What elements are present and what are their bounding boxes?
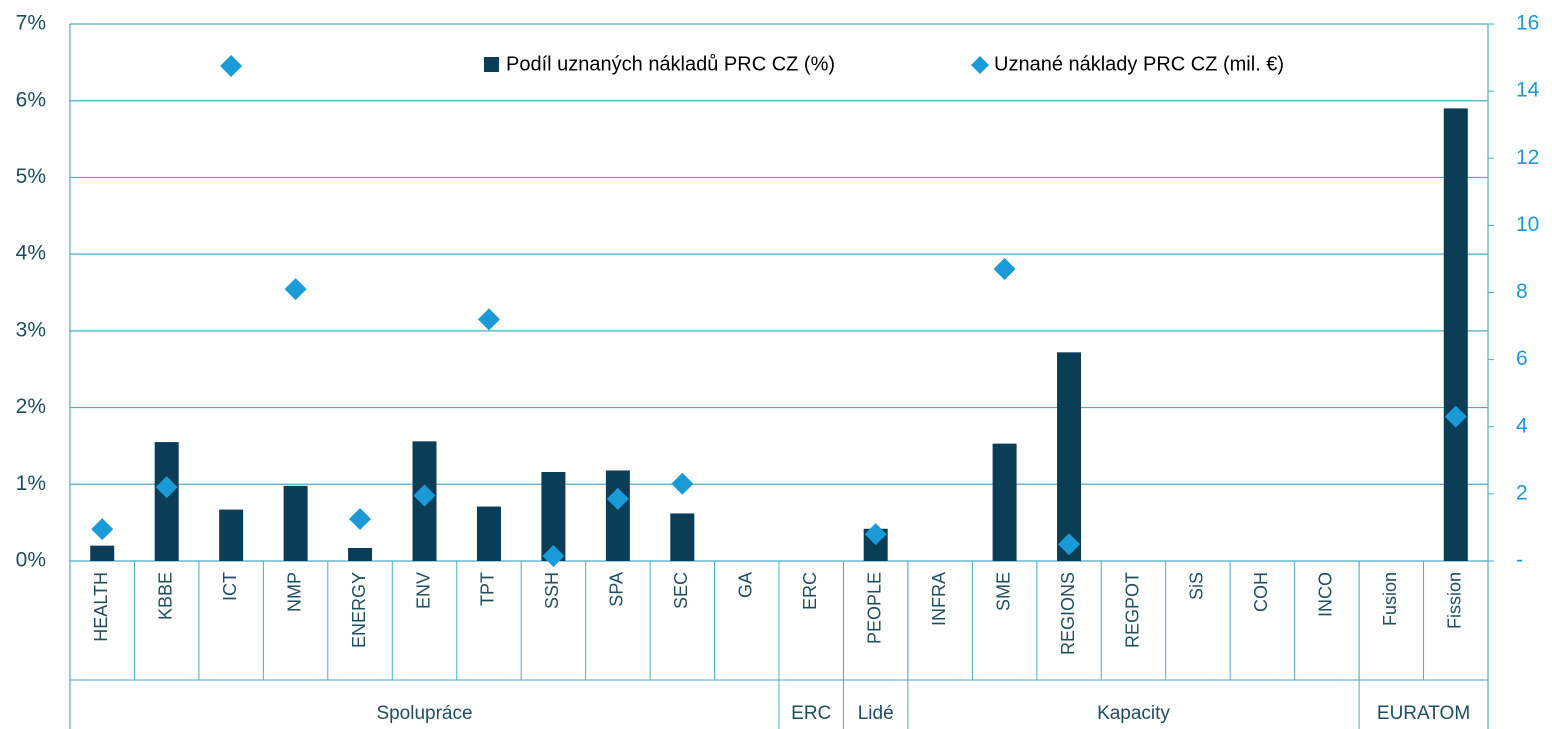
y2-tick-label: - bbox=[1516, 549, 1523, 572]
y-tick-label: 2% bbox=[16, 395, 46, 418]
x-tick-label: PEOPLE bbox=[864, 572, 884, 644]
y-tick-label: 0% bbox=[16, 549, 46, 572]
bar bbox=[605, 470, 630, 561]
y2-tick-label: 16 bbox=[1516, 12, 1539, 35]
y2-tick-label: 12 bbox=[1516, 146, 1539, 169]
legend-label: Uznané náklady PRC CZ (mil. €) bbox=[994, 53, 1284, 75]
y2-tick-label: 10 bbox=[1516, 213, 1539, 236]
y-tick-label: 1% bbox=[16, 472, 46, 495]
x-tick-label: SEC bbox=[671, 572, 691, 609]
bar bbox=[283, 485, 308, 561]
x-tick-label: SiS bbox=[1187, 572, 1207, 600]
x-tick-label: INCO bbox=[1316, 572, 1336, 617]
x-tick-label: Fusion bbox=[1380, 572, 1400, 626]
x-tick-label: COH bbox=[1251, 572, 1271, 612]
diamond-marker bbox=[91, 518, 114, 541]
x-tick-label: SME bbox=[993, 572, 1013, 611]
bar bbox=[1057, 352, 1082, 561]
x-tick-label: HEALTH bbox=[91, 572, 111, 642]
diamond-marker bbox=[413, 484, 436, 507]
y-tick-label: 5% bbox=[16, 165, 46, 188]
diamond-marker bbox=[1058, 533, 1081, 556]
bar bbox=[219, 509, 244, 561]
diamond-marker bbox=[606, 487, 629, 510]
y2-tick-label: 6 bbox=[1516, 347, 1528, 370]
x-tick-label: GA bbox=[736, 572, 756, 598]
x-tick-label: INFRA bbox=[929, 572, 949, 626]
x-tick-label: ERC bbox=[800, 572, 820, 610]
x-tick-label: REGIONS bbox=[1058, 572, 1078, 655]
diamond-marker bbox=[993, 258, 1016, 281]
legend-swatch bbox=[484, 57, 499, 72]
x-tick-label: ICT bbox=[220, 572, 240, 601]
x-tick-label: ENERGY bbox=[349, 572, 369, 648]
bar bbox=[670, 513, 695, 561]
y-tick-label: 6% bbox=[16, 88, 46, 111]
y2-tick-label: 8 bbox=[1516, 280, 1528, 303]
x-tick-label: SSH bbox=[542, 572, 562, 609]
bar bbox=[1443, 108, 1468, 561]
diamond-marker bbox=[671, 472, 694, 495]
y2-tick-label: 2 bbox=[1516, 481, 1528, 504]
bar bbox=[90, 545, 115, 561]
diamond-marker bbox=[542, 544, 565, 567]
x-tick-label: SPA bbox=[607, 572, 627, 607]
x-tick-label: TPT bbox=[478, 572, 498, 606]
diamond-marker bbox=[864, 523, 887, 546]
y2-tick-label: 4 bbox=[1516, 414, 1528, 437]
x-tick-label: REGPOT bbox=[1122, 572, 1142, 648]
diamond-marker bbox=[1444, 405, 1467, 428]
bar bbox=[992, 443, 1017, 561]
x-tick-label: Fission bbox=[1445, 572, 1465, 629]
x-tick-label: NMP bbox=[284, 572, 304, 612]
y-tick-label: 7% bbox=[16, 12, 46, 35]
y2-tick-label: 14 bbox=[1516, 79, 1540, 102]
group-label: EURATOM bbox=[1377, 703, 1470, 724]
legend-label: Podíl uznaných nákladů PRC CZ (%) bbox=[506, 53, 835, 75]
group-label: Kapacity bbox=[1097, 703, 1170, 724]
legend-swatch bbox=[971, 56, 989, 74]
diamond-marker bbox=[477, 308, 500, 331]
x-tick-label: KBBE bbox=[155, 572, 175, 620]
x-tick-label: ENV bbox=[413, 572, 433, 609]
diamond-marker bbox=[349, 508, 372, 531]
bar bbox=[154, 442, 179, 561]
bar bbox=[476, 506, 501, 561]
group-label: ERC bbox=[791, 703, 831, 724]
group-label: Lidé bbox=[858, 703, 894, 724]
diamond-marker bbox=[155, 476, 178, 499]
y-tick-label: 4% bbox=[16, 242, 46, 265]
diamond-marker bbox=[284, 278, 307, 301]
group-label: Spolupráce bbox=[376, 703, 472, 724]
diamond-marker bbox=[220, 54, 243, 77]
y-tick-label: 3% bbox=[16, 318, 46, 341]
bar bbox=[348, 547, 373, 561]
